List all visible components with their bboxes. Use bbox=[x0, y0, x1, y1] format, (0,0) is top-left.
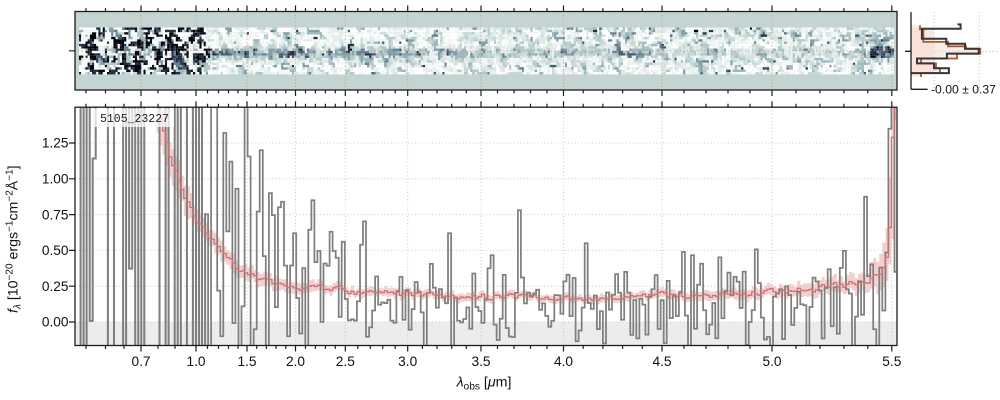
svg-text:0.7: 0.7 bbox=[131, 354, 150, 369]
svg-text:0.75: 0.75 bbox=[42, 207, 69, 222]
svg-text:1.5: 1.5 bbox=[237, 354, 256, 369]
svg-text:3.5: 3.5 bbox=[471, 354, 490, 369]
svg-text:0.00: 0.00 bbox=[42, 315, 69, 330]
svg-text:5.5: 5.5 bbox=[882, 354, 901, 369]
svg-text:2.5: 2.5 bbox=[336, 354, 355, 369]
svg-text:1.25: 1.25 bbox=[42, 136, 69, 151]
svg-text:λobs [μm]: λobs [μm] bbox=[456, 375, 512, 393]
svg-text:0.50: 0.50 bbox=[42, 243, 69, 258]
svg-text:0.25: 0.25 bbox=[42, 279, 69, 294]
svg-text:5.0: 5.0 bbox=[762, 354, 781, 369]
svg-text:-0.00 ± 0.37: -0.00 ± 0.37 bbox=[931, 83, 996, 97]
svg-text:4.5: 4.5 bbox=[652, 354, 671, 369]
svg-text:3.0: 3.0 bbox=[398, 354, 417, 369]
svg-text:2.0: 2.0 bbox=[286, 354, 305, 369]
svg-text:4.0: 4.0 bbox=[554, 354, 573, 369]
svg-text:1.0: 1.0 bbox=[186, 354, 205, 369]
svg-text:5105_23227: 5105_23227 bbox=[100, 113, 169, 126]
svg-text:fλ [10−20 ergs−1cm−2Å−1]: fλ [10−20 ergs−1cm−2Å−1] bbox=[5, 165, 24, 313]
svg-text:1.00: 1.00 bbox=[42, 172, 69, 187]
